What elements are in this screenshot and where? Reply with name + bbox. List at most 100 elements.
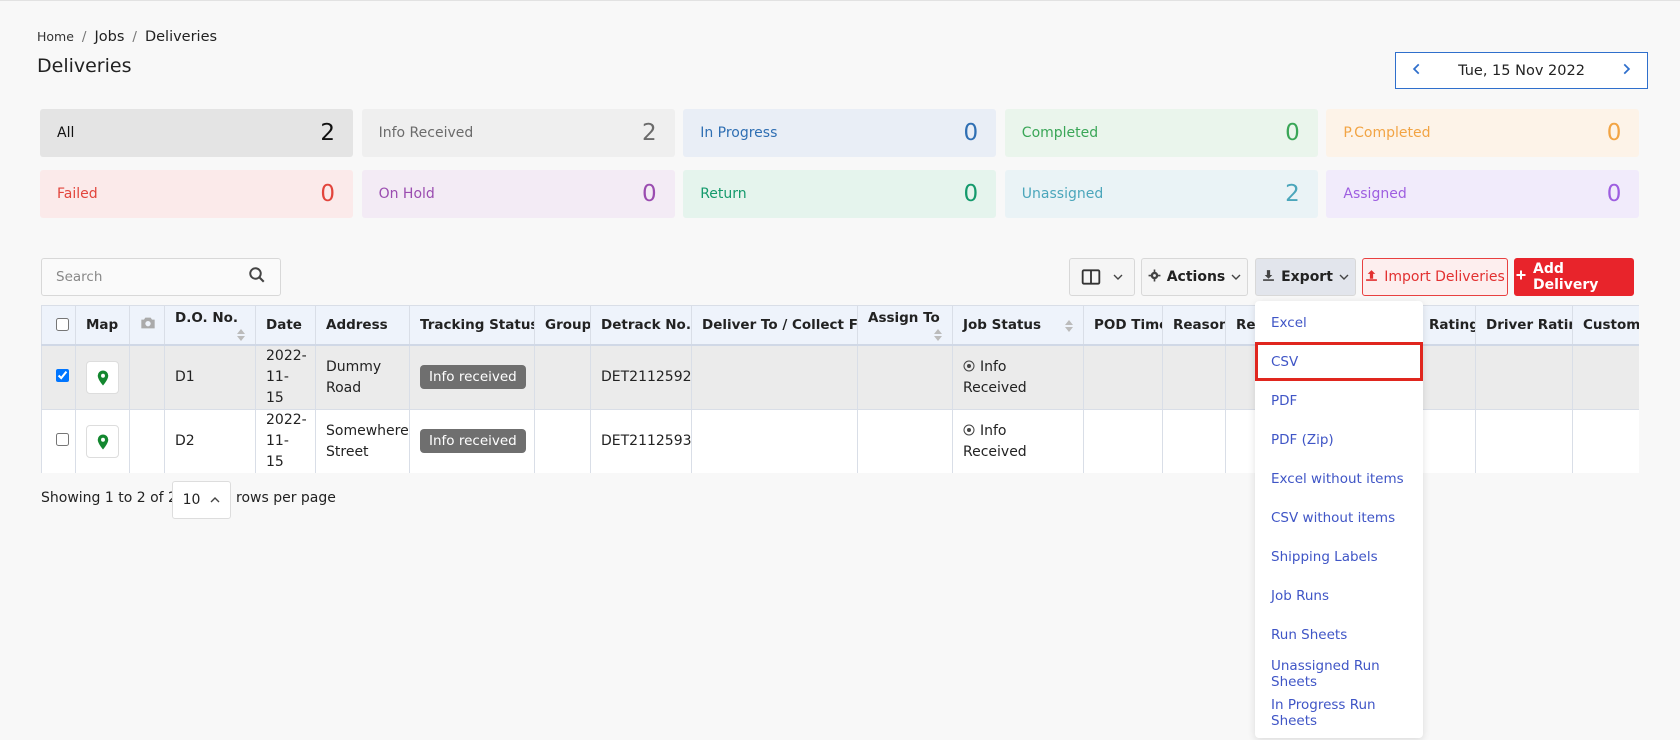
export-option[interactable]: PDF (Zip) bbox=[1271, 431, 1334, 448]
column-label: Driver Rating bbox=[1486, 317, 1572, 333]
table-cell: D1 bbox=[164, 344, 256, 410]
status-card[interactable]: On Hold 0 bbox=[361, 170, 675, 218]
cell-text: DET2112592 bbox=[601, 369, 692, 385]
status-count: 0 bbox=[641, 181, 657, 207]
status-card[interactable]: P.Completed 0 bbox=[1326, 109, 1640, 157]
column-header: POD Time bbox=[1083, 305, 1163, 346]
table-cell: DET2112592 bbox=[590, 344, 692, 410]
export-option[interactable]: In Progress Run Sheets bbox=[1271, 696, 1376, 729]
column-toggle[interactable] bbox=[1069, 258, 1135, 296]
status-icon bbox=[963, 360, 975, 371]
column-label: Job Status bbox=[963, 317, 1042, 333]
column-header[interactable]: Job Status bbox=[952, 305, 1084, 346]
sort-icon[interactable] bbox=[1065, 320, 1073, 332]
tracking-badge: Info received bbox=[420, 365, 526, 389]
status-card[interactable]: Unassigned 2 bbox=[1004, 170, 1318, 218]
status-count: 2 bbox=[1285, 181, 1300, 207]
column-label: Deliver To / Collect From bbox=[702, 317, 858, 333]
column-header[interactable]: Assign To bbox=[857, 305, 953, 346]
search-icon bbox=[248, 266, 266, 288]
prev-date[interactable] bbox=[1410, 62, 1424, 80]
export-option[interactable]: PDF bbox=[1271, 392, 1298, 409]
status-card[interactable]: All 2 bbox=[40, 109, 353, 157]
column-label: Rating bbox=[1429, 317, 1476, 333]
export-option[interactable]: CSV bbox=[1255, 342, 1423, 381]
select-all-checkbox[interactable] bbox=[56, 318, 69, 331]
export-option[interactable]: Excel bbox=[1271, 314, 1307, 331]
sort-icon[interactable] bbox=[934, 328, 942, 341]
select-cell bbox=[41, 344, 76, 410]
export-option[interactable]: Run Sheets bbox=[1271, 626, 1348, 643]
icon bbox=[1516, 270, 1526, 280]
status-card[interactable]: Completed 0 bbox=[1004, 109, 1318, 157]
export-option[interactable]: CSV without items bbox=[1271, 509, 1396, 526]
breadcrumb-item[interactable]: Home bbox=[37, 29, 74, 44]
job-status: Info Received bbox=[963, 422, 1027, 460]
column-header: Deliver To / Collect From bbox=[691, 305, 858, 346]
gear-icon bbox=[1148, 269, 1161, 286]
export-option[interactable]: Unassigned Run Sheets bbox=[1271, 657, 1380, 690]
column-label: Reason bbox=[1173, 317, 1226, 333]
column-header[interactable]: D.O. No. bbox=[164, 305, 256, 346]
status-card[interactable]: In Progress 0 bbox=[683, 109, 997, 157]
table-cell: DET2112593 bbox=[590, 409, 692, 473]
breadcrumb-item[interactable]: Jobs bbox=[94, 29, 125, 45]
export-option[interactable]: Excel without items bbox=[1271, 470, 1404, 487]
status-label: Failed bbox=[57, 186, 98, 202]
status-label: Assigned bbox=[1343, 186, 1407, 202]
actions-button[interactable]: Actions bbox=[1141, 258, 1248, 296]
column-header: Address bbox=[315, 305, 410, 346]
map-pin-button[interactable] bbox=[86, 361, 119, 394]
status-label: In Progress bbox=[700, 125, 778, 141]
table-cell bbox=[1475, 344, 1573, 410]
export-menu: Excel CSV PDF PDF (Zip) Excel without items C… bbox=[1255, 301, 1423, 738]
next-date[interactable] bbox=[1619, 62, 1633, 80]
map-pin-button[interactable] bbox=[86, 425, 119, 458]
export-option[interactable]: Shipping Labels bbox=[1271, 548, 1378, 565]
page-size-select[interactable]: 10 bbox=[172, 481, 231, 519]
column-label: Customer bbox=[1583, 317, 1639, 333]
export-label: Export bbox=[1281, 269, 1333, 285]
plus-icon bbox=[1515, 269, 1527, 285]
breadcrumb-item: Deliveries bbox=[144, 29, 218, 45]
status-card[interactable]: Return 0 bbox=[683, 170, 997, 218]
status-label: P.Completed bbox=[1343, 125, 1431, 141]
table-cell bbox=[1083, 409, 1163, 473]
column-header: Tracking Status bbox=[409, 305, 535, 346]
row-checkbox[interactable] bbox=[56, 433, 69, 446]
row-checkbox[interactable] bbox=[56, 369, 69, 382]
add-button[interactable]: Add Delivery bbox=[1514, 258, 1634, 296]
icon bbox=[1148, 269, 1161, 281]
breadcrumb-separator: / bbox=[132, 29, 137, 45]
column-header: Reason bbox=[1162, 305, 1226, 346]
add-label: Add Delivery bbox=[1533, 261, 1599, 293]
table-cell: Info received bbox=[409, 344, 535, 410]
column-label: Tracking Status bbox=[420, 317, 535, 333]
export-button[interactable]: Export bbox=[1255, 258, 1356, 296]
table-cell bbox=[691, 409, 858, 473]
column-header: Detrack No. bbox=[590, 305, 692, 346]
page-size: 10 bbox=[182, 492, 201, 508]
table-cell bbox=[75, 344, 130, 410]
status-card[interactable]: Failed 0 bbox=[40, 170, 353, 218]
import-button[interactable]: Import Deliveries bbox=[1362, 258, 1508, 296]
status-count: 0 bbox=[320, 181, 335, 207]
table-cell bbox=[1418, 344, 1476, 410]
column-label: Map bbox=[86, 317, 119, 333]
select-cell bbox=[41, 409, 76, 473]
table-cell bbox=[1572, 409, 1639, 473]
caret bbox=[1339, 274, 1349, 280]
sort-icon[interactable] bbox=[237, 328, 245, 341]
status-card[interactable]: Info Received 2 bbox=[361, 109, 675, 157]
date-label: Tue, 15 Nov 2022 bbox=[1458, 62, 1585, 79]
job-status: Info Received bbox=[963, 358, 1027, 396]
cell-text: DET2112593 bbox=[601, 433, 692, 449]
search-box[interactable]: Search bbox=[41, 258, 281, 296]
table-cell bbox=[1572, 344, 1639, 410]
column-header: Group bbox=[534, 305, 591, 346]
cell-text: 2022-11-15 bbox=[266, 412, 307, 470]
select-all-cell bbox=[41, 305, 76, 346]
status-card[interactable]: Assigned 0 bbox=[1326, 170, 1640, 218]
export-option[interactable]: Job Runs bbox=[1271, 587, 1330, 604]
